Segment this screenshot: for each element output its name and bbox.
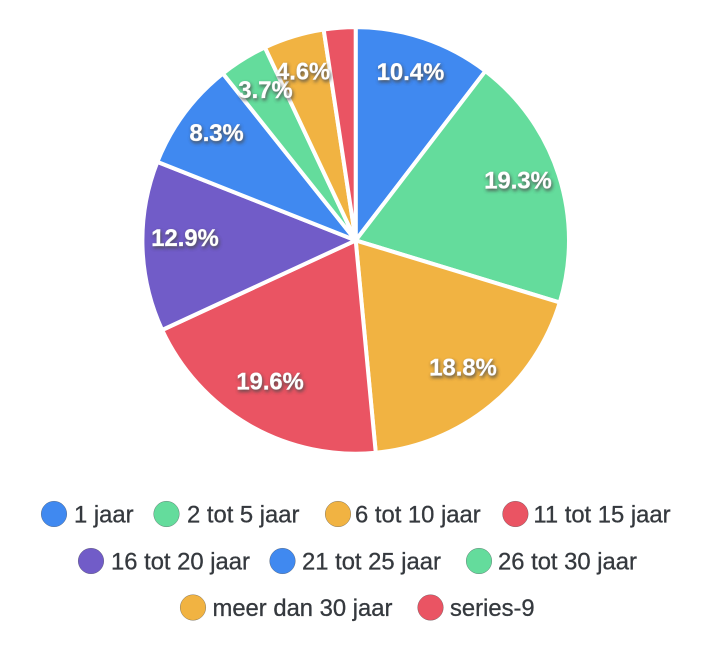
svg-text:10.4%: 10.4% bbox=[377, 59, 444, 86]
svg-text:8.3%: 8.3% bbox=[189, 120, 243, 147]
svg-text:series-9: series-9 bbox=[450, 595, 535, 622]
svg-text:19.6%: 19.6% bbox=[236, 369, 303, 396]
svg-text:26 tot 30 jaar: 26 tot 30 jaar bbox=[498, 548, 637, 575]
svg-text:19.3%: 19.3% bbox=[484, 168, 551, 195]
svg-text:11 tot 15 jaar: 11 tot 15 jaar bbox=[533, 501, 670, 528]
svg-text:meer dan 30 jaar: meer dan 30 jaar bbox=[213, 595, 393, 622]
svg-text:16 tot 20 jaar: 16 tot 20 jaar bbox=[111, 548, 250, 575]
svg-text:12.9%: 12.9% bbox=[151, 225, 218, 252]
svg-text:6 tot 10 jaar: 6 tot 10 jaar bbox=[355, 501, 481, 528]
svg-text:3.7%: 3.7% bbox=[238, 77, 292, 104]
svg-text:1 jaar: 1 jaar bbox=[74, 501, 134, 528]
svg-text:4.6%: 4.6% bbox=[276, 58, 330, 85]
svg-text:21 tot 25 jaar: 21 tot 25 jaar bbox=[302, 548, 441, 575]
svg-text:2 tot 5 jaar: 2 tot 5 jaar bbox=[187, 501, 300, 528]
svg-text:18.8%: 18.8% bbox=[429, 354, 496, 381]
